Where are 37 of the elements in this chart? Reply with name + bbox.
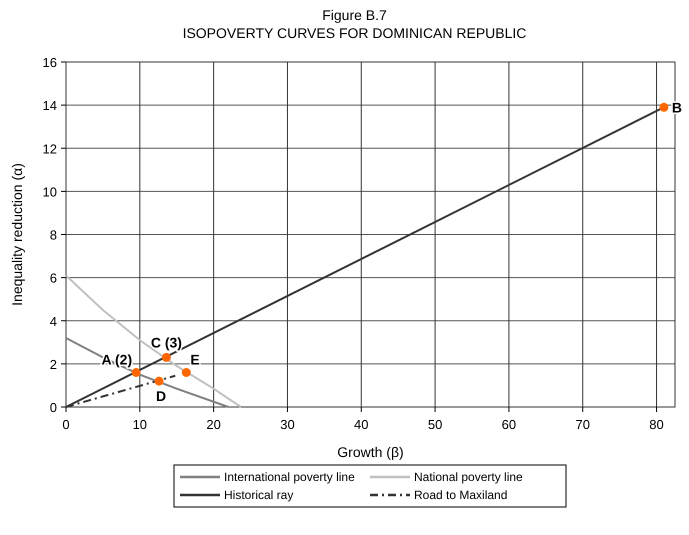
point: [154, 376, 164, 386]
x-tick-label: 30: [280, 417, 295, 432]
y-tick-label: 8: [50, 228, 57, 242]
legend-label: Road to Maxiland: [414, 488, 508, 502]
annotation: D: [156, 388, 166, 404]
x-tick-label: 40: [354, 417, 369, 432]
y-tick-label: 2: [50, 356, 57, 372]
y-tick-label: 0: [50, 400, 57, 415]
x-tick-label: 10: [132, 417, 148, 432]
annotation: C (3): [150, 334, 182, 350]
x-tick-label: 60: [502, 417, 516, 432]
y-tick-label: 16: [42, 55, 57, 70]
x-tick-label: 50: [428, 417, 442, 432]
point: [132, 368, 141, 377]
legend-label: National poverty line: [414, 470, 524, 484]
y-tick-label: 14: [42, 98, 57, 114]
line-series: [65, 337, 230, 408]
point: [182, 368, 191, 377]
x-tick-label: 20: [206, 417, 221, 432]
y-axis-title: Inequality reduction (α): [9, 163, 25, 306]
x-tick-label: 70: [575, 417, 590, 432]
y-tick-label: 10: [42, 184, 57, 200]
x-axis-title: Growth (β): [337, 444, 404, 460]
y-tick-label: 6: [50, 270, 57, 286]
y-tick-label: 12: [42, 141, 57, 156]
line-series: [65, 274, 242, 408]
annotation: E: [190, 352, 200, 368]
legend-label: International poverty line: [224, 470, 356, 484]
legend-label: Historical ray: [224, 488, 294, 502]
chart-subtitle: ISOPOVERTY CURVES FOR DOMINICAN REPUBLIC: [182, 25, 526, 41]
y-tick-label: 4: [50, 314, 57, 329]
point: [162, 352, 171, 362]
point: [659, 102, 668, 112]
chart-title: Figure B.7: [322, 7, 388, 23]
x-tick-label: 0: [62, 417, 70, 432]
x-tick-label: 80: [649, 417, 664, 432]
annotation: A (2): [102, 352, 132, 368]
